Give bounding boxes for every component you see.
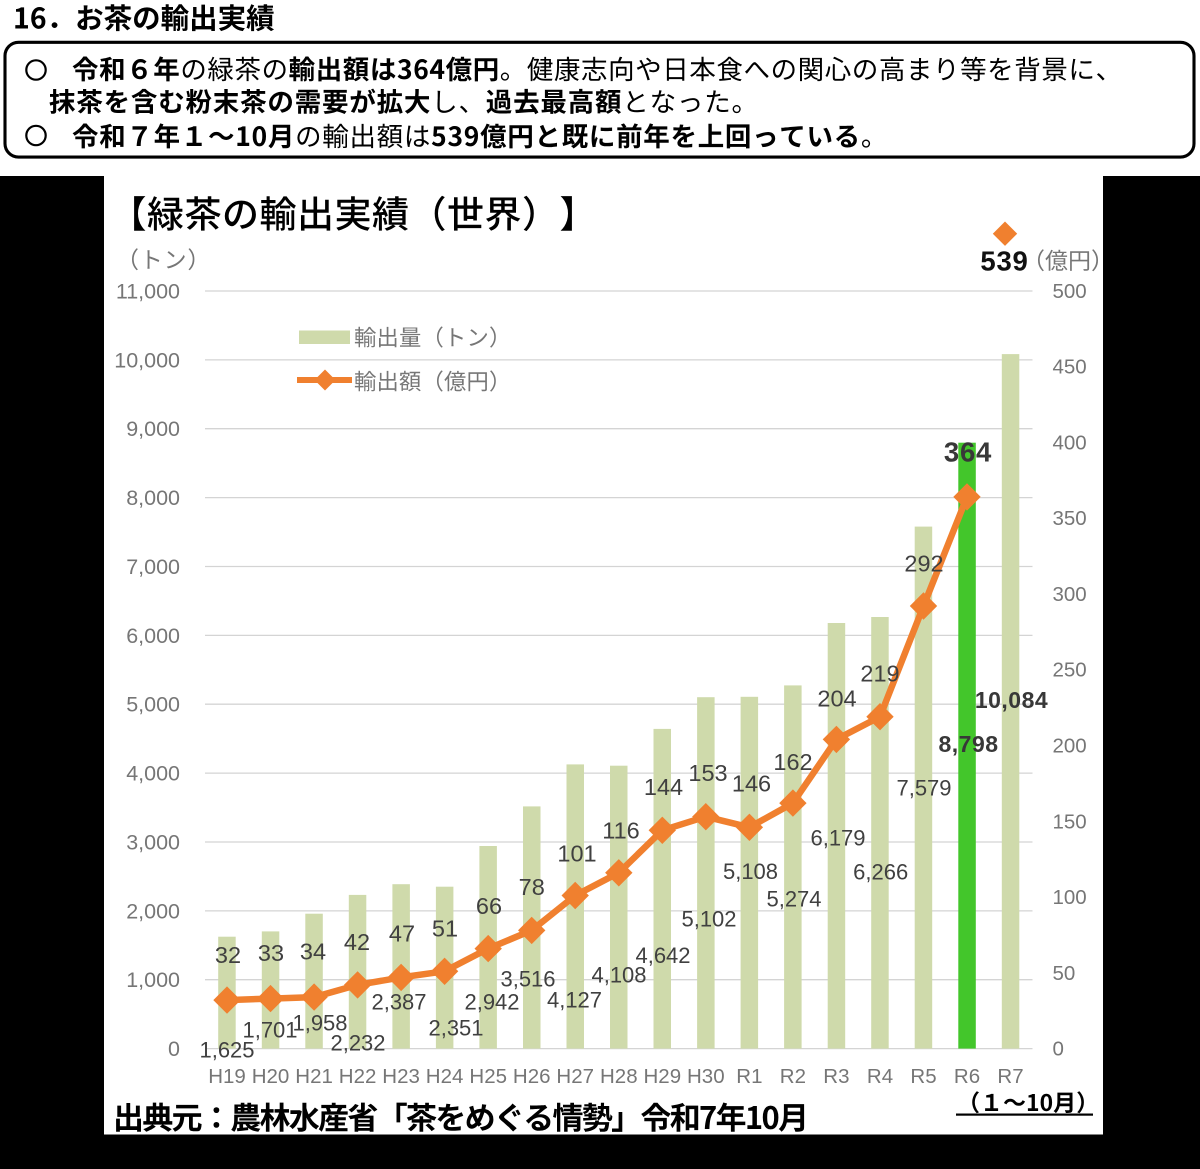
svg-text:51: 51 <box>432 916 458 942</box>
svg-text:R2: R2 <box>780 1065 806 1088</box>
svg-text:R4: R4 <box>867 1065 893 1088</box>
svg-text:5,274: 5,274 <box>766 887 821 912</box>
svg-text:2,387: 2,387 <box>371 990 426 1015</box>
svg-text:116: 116 <box>602 818 639 844</box>
svg-text:9,000: 9,000 <box>126 417 180 441</box>
svg-text:8,000: 8,000 <box>126 486 180 510</box>
svg-text:H22: H22 <box>339 1065 377 1088</box>
svg-text:150: 150 <box>1053 810 1087 833</box>
svg-text:204: 204 <box>817 686 856 712</box>
svg-text:R6: R6 <box>954 1065 980 1088</box>
svg-text:500: 500 <box>1053 280 1087 303</box>
svg-text:H21: H21 <box>295 1065 333 1088</box>
svg-text:6,179: 6,179 <box>810 826 865 851</box>
svg-text:350: 350 <box>1053 507 1087 530</box>
svg-text:400: 400 <box>1053 431 1087 454</box>
svg-text:101: 101 <box>557 841 596 867</box>
svg-text:33: 33 <box>258 940 284 966</box>
svg-text:H29: H29 <box>643 1065 681 1088</box>
svg-text:219: 219 <box>860 661 899 687</box>
svg-text:5,000: 5,000 <box>126 693 180 717</box>
svg-text:5,102: 5,102 <box>681 907 736 932</box>
svg-text:H30: H30 <box>687 1065 725 1088</box>
svg-text:10,000: 10,000 <box>114 348 180 372</box>
svg-text:H23: H23 <box>382 1065 420 1088</box>
svg-text:8,798: 8,798 <box>938 731 998 757</box>
svg-text:7,000: 7,000 <box>126 555 180 579</box>
svg-text:1,625: 1,625 <box>199 1038 254 1063</box>
svg-text:0: 0 <box>1053 1038 1064 1061</box>
svg-text:2,000: 2,000 <box>126 899 180 923</box>
svg-text:34: 34 <box>300 939 326 965</box>
svg-text:200: 200 <box>1053 735 1087 758</box>
svg-text:250: 250 <box>1053 659 1087 682</box>
svg-text:1,000: 1,000 <box>126 968 180 992</box>
svg-text:R5: R5 <box>910 1065 936 1088</box>
svg-text:11,000: 11,000 <box>116 280 180 304</box>
svg-text:H24: H24 <box>426 1065 464 1088</box>
svg-text:100: 100 <box>1053 886 1087 909</box>
svg-text:1,701: 1,701 <box>242 1018 297 1043</box>
svg-text:2,351: 2,351 <box>428 1016 483 1041</box>
svg-text:50: 50 <box>1053 962 1076 985</box>
svg-text:146: 146 <box>732 771 771 797</box>
svg-text:32: 32 <box>215 942 241 968</box>
svg-text:6,000: 6,000 <box>126 624 180 648</box>
svg-text:2,942: 2,942 <box>464 990 519 1015</box>
svg-text:H20: H20 <box>252 1065 290 1088</box>
svg-text:R3: R3 <box>823 1065 849 1088</box>
svg-text:R1: R1 <box>736 1065 762 1088</box>
svg-text:42: 42 <box>344 929 370 955</box>
svg-text:292: 292 <box>904 550 943 576</box>
svg-text:3,516: 3,516 <box>500 967 555 992</box>
svg-text:2,232: 2,232 <box>330 1031 385 1056</box>
svg-text:7,579: 7,579 <box>896 776 951 801</box>
svg-text:H26: H26 <box>513 1065 551 1088</box>
svg-text:10,084: 10,084 <box>975 687 1048 713</box>
svg-text:H19: H19 <box>208 1065 246 1088</box>
svg-text:78: 78 <box>519 874 545 900</box>
svg-text:539: 539 <box>980 246 1028 277</box>
svg-text:R7: R7 <box>997 1065 1023 1088</box>
svg-text:3,000: 3,000 <box>126 831 180 855</box>
svg-text:5,108: 5,108 <box>723 859 778 884</box>
svg-text:4,127: 4,127 <box>547 988 602 1013</box>
svg-text:H28: H28 <box>600 1065 638 1088</box>
svg-text:1,958: 1,958 <box>292 1011 347 1036</box>
svg-text:144: 144 <box>644 774 683 800</box>
svg-text:4,642: 4,642 <box>635 943 690 968</box>
svg-text:66: 66 <box>476 893 502 919</box>
svg-text:47: 47 <box>389 921 415 947</box>
svg-text:153: 153 <box>688 760 727 786</box>
svg-text:H25: H25 <box>469 1065 507 1088</box>
svg-text:450: 450 <box>1053 356 1087 379</box>
svg-text:162: 162 <box>773 749 812 775</box>
svg-text:0: 0 <box>168 1037 180 1061</box>
svg-text:300: 300 <box>1053 583 1087 606</box>
svg-text:4,000: 4,000 <box>126 762 180 786</box>
svg-text:6,266: 6,266 <box>853 860 908 885</box>
svg-text:H27: H27 <box>556 1065 594 1088</box>
svg-text:4,108: 4,108 <box>591 963 646 988</box>
svg-text:364: 364 <box>944 437 992 468</box>
